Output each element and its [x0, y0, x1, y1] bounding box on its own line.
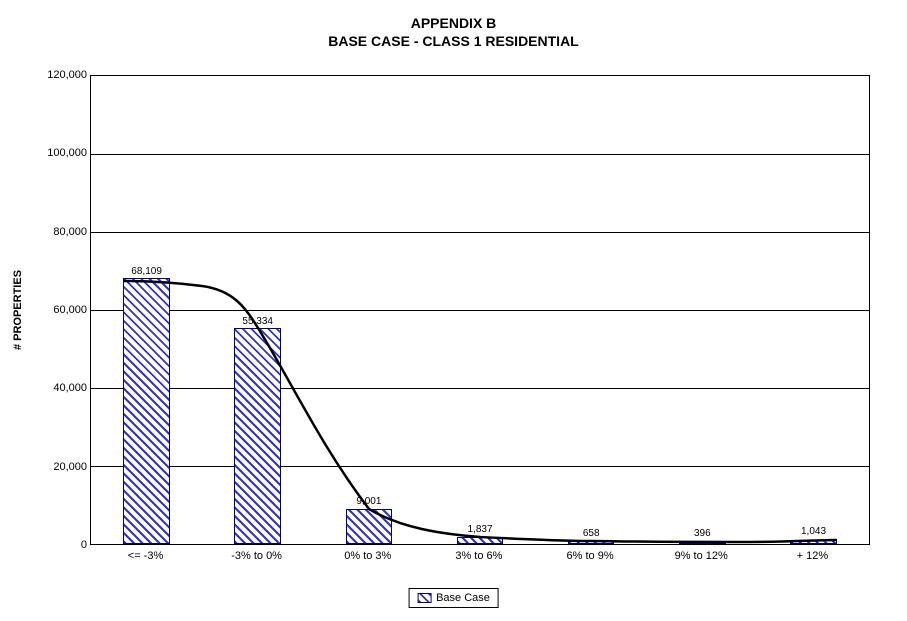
y-tick: 120,000 [27, 69, 87, 81]
y-axis-label: # PROPERTIES [12, 270, 24, 350]
data-label: 1,837 [467, 524, 492, 535]
grid-line [91, 310, 869, 311]
legend-label: Base Case [436, 592, 490, 604]
y-tick: 0 [27, 539, 87, 551]
y-tick: 60,000 [27, 304, 87, 316]
x-tick: 6% to 9% [535, 550, 646, 562]
grid-line [91, 232, 869, 233]
plot-area: 68,109 55,334 9,001 1,837 658 396 1,043 [90, 75, 870, 545]
data-label: 9,001 [356, 496, 381, 507]
data-label: 55,334 [242, 316, 273, 327]
chart-title: APPENDIX B BASE CASE - CLASS 1 RESIDENTI… [0, 14, 907, 50]
data-label: 68,109 [131, 266, 162, 277]
bar [123, 278, 170, 544]
bar [679, 542, 726, 544]
x-tick: 9% to 12% [646, 550, 757, 562]
bar [234, 328, 281, 544]
bar [457, 537, 504, 544]
y-tick: 20,000 [27, 461, 87, 473]
y-tick: 80,000 [27, 226, 87, 238]
title-line-2: BASE CASE - CLASS 1 RESIDENTIAL [0, 32, 907, 50]
x-tick: + 12% [757, 550, 868, 562]
data-label: 396 [694, 528, 711, 539]
bar [568, 541, 615, 544]
chart-container: APPENDIX B BASE CASE - CLASS 1 RESIDENTI… [0, 0, 907, 621]
legend: Base Case [408, 588, 499, 608]
grid-line [91, 466, 869, 467]
bar [790, 540, 837, 544]
bar [346, 509, 393, 544]
data-label: 1,043 [801, 526, 826, 537]
y-tick: 100,000 [27, 147, 87, 159]
grid-line [91, 388, 869, 389]
y-tick: 40,000 [27, 382, 87, 394]
title-line-1: APPENDIX B [0, 14, 907, 32]
x-tick: -3% to 0% [201, 550, 312, 562]
grid-line [91, 154, 869, 155]
data-label: 658 [583, 528, 600, 539]
legend-swatch [417, 593, 431, 603]
x-tick: 0% to 3% [312, 550, 423, 562]
x-tick: 3% to 6% [423, 550, 534, 562]
x-tick: <= -3% [90, 550, 201, 562]
